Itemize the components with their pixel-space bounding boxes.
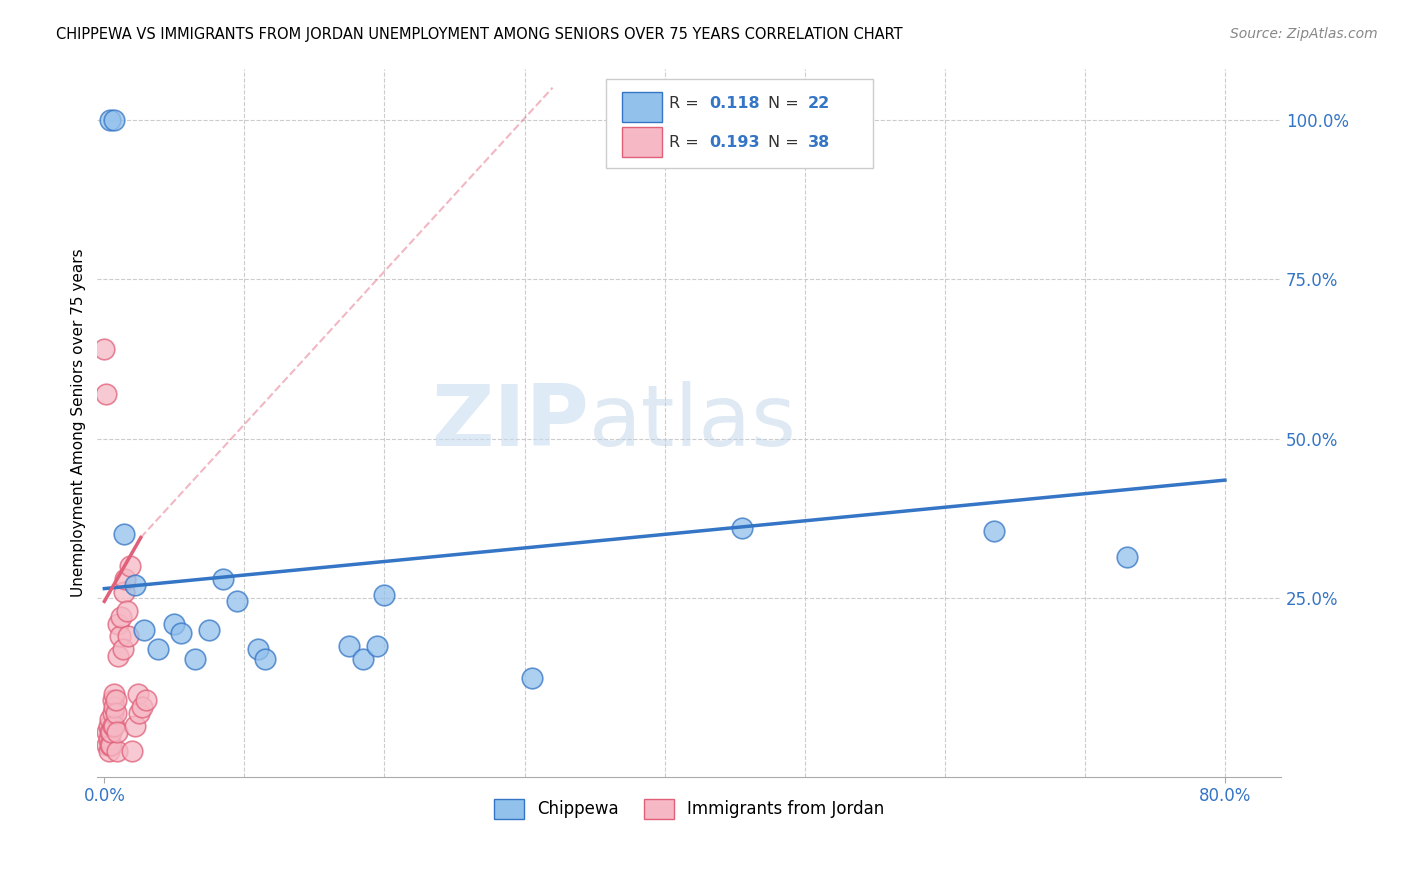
Point [96,738,118,752]
Point [110,610,132,624]
Point [115,604,138,618]
Point [105,725,128,739]
Point [107,648,129,663]
Text: ZIP: ZIP [430,381,589,464]
Point [131,699,153,714]
Point [105,744,128,758]
Point [103,719,125,733]
Point [112,527,135,541]
Point [247,642,270,657]
Point [121,744,143,758]
Point [103,699,125,714]
Point [170,626,193,640]
Point [132,623,155,637]
Point [97,731,120,746]
Text: 22: 22 [807,96,830,112]
Point [226,594,249,608]
Text: N =: N = [769,136,804,151]
Point [98,112,121,127]
FancyBboxPatch shape [621,92,662,121]
Point [117,630,139,644]
FancyBboxPatch shape [606,79,873,168]
Point [146,642,169,657]
Point [366,639,388,653]
Point [101,719,124,733]
Point [100,738,122,752]
Point [101,706,124,720]
Point [339,639,361,653]
Point [96,725,118,739]
Point [520,671,543,685]
Point [93,343,115,357]
Text: 0.193: 0.193 [709,136,759,151]
Point [212,572,235,586]
Point [111,642,134,657]
Point [124,719,146,733]
Point [108,630,131,644]
Text: 0.118: 0.118 [709,96,759,112]
Point [97,719,120,733]
Y-axis label: Unemployment Among Seniors over 75 years: Unemployment Among Seniors over 75 years [72,248,86,597]
Point [114,572,136,586]
Text: CHIPPEWA VS IMMIGRANTS FROM JORDAN UNEMPLOYMENT AMONG SENIORS OVER 75 YEARS CORR: CHIPPEWA VS IMMIGRANTS FROM JORDAN UNEMP… [56,27,903,42]
Text: 38: 38 [807,136,830,151]
Point [104,706,127,720]
Point [118,559,141,574]
Point [104,693,127,707]
Point [98,738,121,752]
Text: N =: N = [769,96,804,112]
Point [254,652,277,666]
Point [163,616,186,631]
Text: atlas: atlas [589,381,797,464]
Point [128,706,150,720]
Point [103,687,125,701]
Point [127,687,149,701]
Point [112,584,135,599]
Point [1115,549,1137,564]
Point [983,524,1005,538]
Point [198,623,221,637]
Point [135,693,157,707]
Text: Source: ZipAtlas.com: Source: ZipAtlas.com [1230,27,1378,41]
Text: R =: R = [669,96,704,112]
Point [353,652,375,666]
Point [103,112,125,127]
Point [731,521,754,535]
Point [100,725,122,739]
Point [97,744,120,758]
Point [124,578,146,592]
Point [101,693,124,707]
Legend: Chippewa, Immigrants from Jordan: Chippewa, Immigrants from Jordan [488,793,891,825]
Point [98,713,121,727]
FancyBboxPatch shape [621,128,662,157]
Point [94,387,117,401]
Point [107,616,129,631]
Point [373,588,395,602]
Point [98,725,121,739]
Point [184,652,207,666]
Text: R =: R = [669,136,704,151]
